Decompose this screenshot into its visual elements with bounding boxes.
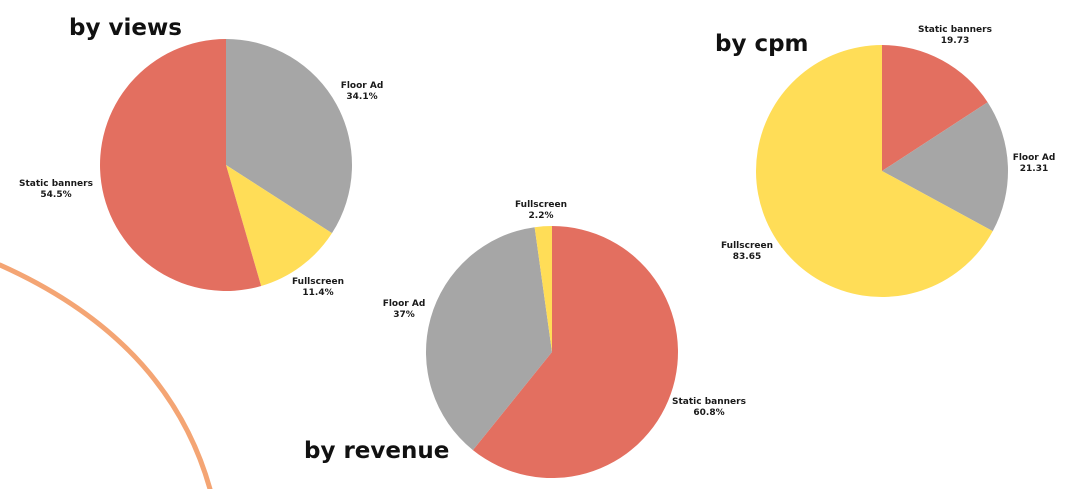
pie-slice-revenue-floor-ad [425,227,552,451]
slice-value: 2.2% [529,211,554,221]
pie-chart-views: Floor Ad 34.1% Fullscreen 11.4% Static banne… [19,39,383,298]
slice-label-cpm-floor-ad: Floor Ad 21.31 [1013,153,1056,174]
slice-value: 54.5% [40,190,71,200]
pie-slice-views-floor-ad [226,39,353,234]
pie-chart-cpm: Static banners 19.73 Floor Ad 21.31 Fullscre… [721,25,1055,297]
pie-slice-revenue-static-banners [472,226,678,478]
slice-name: Floor Ad [341,81,384,91]
decorative-arc [0,262,213,489]
slice-name: Static banners [672,397,746,407]
slice-value: 21.31 [1020,164,1048,174]
slice-label-cpm-fullscreen: Fullscreen 83.65 [721,241,773,262]
slice-name: Static banners [19,179,93,189]
pie-slice-views-static-banners [100,39,262,291]
slice-name: Fullscreen [721,241,773,251]
slice-label-revenue-fullscreen: Fullscreen 2.2% [515,200,567,221]
slice-value: 60.8% [693,408,724,418]
slice-label-views-floor-ad: Floor Ad 34.1% [341,81,384,102]
slice-name: Fullscreen [292,277,344,287]
slice-name: Floor Ad [383,299,426,309]
pie-slice-cpm-static-banners [882,44,988,171]
slice-label-views-fullscreen: Fullscreen 11.4% [292,277,344,298]
slice-name: Static banners [918,25,992,35]
chart-title-revenue: by revenue [304,438,449,464]
slice-value: 19.73 [941,36,969,46]
pie-slice-views-fullscreen [226,165,332,286]
pie-slice-cpm-floor-ad [882,102,1008,232]
chart-title-cpm: by cpm [715,31,809,57]
pie-chart-revenue: Static banners 60.8% Floor Ad 37% Fullscreen… [383,200,746,478]
slice-label-revenue-static-banners: Static banners 60.8% [672,397,746,418]
chart-title-views: by views [69,15,182,41]
slice-value: 34.1% [346,92,377,102]
slice-value: 11.4% [302,288,333,298]
pie-slice-cpm-fullscreen [755,45,993,297]
pie-slice-revenue-fullscreen [534,226,552,352]
slice-name: Floor Ad [1013,153,1056,163]
slice-name: Fullscreen [515,200,567,210]
slice-label-revenue-floor-ad: Floor Ad 37% [383,299,426,320]
slice-label-cpm-static-banners: Static banners 19.73 [918,25,992,46]
slice-label-views-static-banners: Static banners 54.5% [19,179,93,200]
slice-value: 37% [393,310,415,320]
slice-value: 83.65 [733,252,761,262]
